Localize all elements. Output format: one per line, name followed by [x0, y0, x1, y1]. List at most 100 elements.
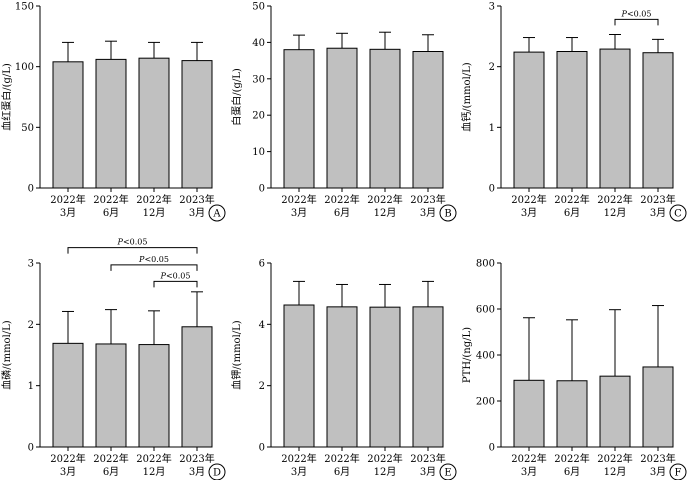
significance-label: P<0.05	[621, 9, 652, 18]
bar	[138, 344, 170, 448]
bar	[599, 375, 631, 448]
y-tick-label: 0	[259, 443, 265, 454]
y-tick-label: 1	[489, 123, 495, 134]
significance-bracket	[153, 280, 198, 288]
y-tick-label: 0	[489, 443, 495, 454]
bar	[52, 61, 84, 189]
y-tick-label: 2	[259, 381, 265, 392]
significance-label: P<0.05	[138, 255, 169, 264]
y-axis-title: 白蛋白/(g/L)	[230, 68, 243, 126]
y-axis-title: 血钙/(mmol/L)	[460, 62, 473, 131]
x-tick-label: 2022年 12月	[597, 452, 632, 478]
panel-letter: B	[444, 209, 451, 220]
bar	[513, 379, 545, 448]
x-tick-label: 2022年 6月	[93, 193, 128, 219]
bar	[412, 51, 444, 189]
x-tick-label: 2022年 12月	[367, 193, 402, 219]
panel-letter: D	[213, 468, 221, 479]
bar	[599, 48, 631, 189]
x-tick-label: 2022年 12月	[367, 452, 402, 478]
bar	[95, 58, 127, 189]
x-tick-label: 2022年 3月	[511, 193, 546, 219]
panel-letter: F	[675, 468, 682, 479]
y-tick-label: 30	[252, 74, 265, 85]
significance-bracket	[614, 18, 659, 26]
bar	[556, 380, 588, 448]
x-tick-label: 2022年 3月	[281, 452, 316, 478]
y-tick-label: 3	[489, 2, 495, 13]
chart-panel-f: 0 200 400 600 800 PTH/(ng/L) 2022年 3月 2022年 6月 202…	[462, 259, 687, 480]
bar	[513, 51, 545, 189]
significance-bracket	[110, 264, 198, 271]
panel-letter-circle	[208, 463, 226, 480]
y-tick-label: 2	[489, 62, 495, 73]
y-axis-title: PTH/(ng/L)	[462, 327, 473, 383]
y-tick-label: 0	[259, 184, 265, 195]
bar	[412, 306, 444, 448]
panel-letter: E	[444, 468, 451, 479]
y-tick-label: 600	[476, 305, 495, 316]
panel-letter: C	[674, 209, 682, 220]
y-tick-label: 0	[28, 184, 34, 195]
y-tick-label: 20	[252, 111, 265, 122]
panel-letter-circle	[208, 204, 226, 222]
chart-panel-c: 0 1 2 3 血钙/(mmol/L) 2022年 3月 2022年 6月 2022年 12月 202…	[460, 2, 687, 222]
bar	[283, 304, 315, 448]
x-tick-label: 2022年 12月	[136, 193, 171, 219]
x-tick-label: 2023年 3月	[410, 193, 445, 219]
y-tick-label: 0	[489, 184, 495, 195]
significance-bracket	[67, 247, 198, 254]
bar	[642, 366, 674, 448]
chart-panel-b: 0 10 20 30 40 50 白蛋白/(g/L) 2022年 3月 2022年 6月 2022年 1…	[230, 2, 457, 222]
x-tick-label: 2023年 3月	[410, 452, 445, 478]
bar	[642, 52, 674, 189]
y-axis-title: 血磷/(mmol/L)	[0, 320, 13, 389]
x-tick-label: 2023年 3月	[179, 193, 214, 219]
x-tick-label: 2022年 3月	[50, 193, 85, 219]
y-tick-label: 6	[259, 259, 265, 270]
bar	[556, 51, 588, 189]
x-tick-label: 2022年 6月	[324, 193, 359, 219]
y-tick-label: 40	[252, 38, 265, 49]
y-tick-label: 200	[476, 397, 495, 408]
y-tick-label: 800	[476, 259, 495, 270]
y-tick-label: 2	[28, 320, 34, 331]
significance-label: P<0.05	[117, 238, 148, 247]
x-tick-label: 2022年 12月	[597, 193, 632, 219]
significance-label: P<0.05	[160, 271, 191, 280]
y-axis-title: 血钾/(mmol/L)	[230, 320, 243, 389]
bar	[326, 306, 358, 448]
x-tick-label: 2022年 6月	[554, 452, 589, 478]
y-tick-label: 10	[252, 147, 265, 158]
y-tick-label: 4	[259, 320, 265, 331]
x-tick-label: 2023年 3月	[179, 452, 214, 478]
y-axis-title: 血红蛋白/(g/L)	[0, 63, 13, 131]
panel-letter-circle	[669, 463, 687, 480]
bar	[283, 49, 315, 189]
chart-panel-d: 0 1 2 3 血磷/(mmol/L) 2022年 3月 2022年 6月 2022年 12月 202…	[0, 238, 226, 480]
bar	[326, 47, 358, 189]
panel-letter-circle	[439, 204, 457, 222]
x-tick-label: 2022年 3月	[511, 452, 546, 478]
x-tick-label: 2022年 3月	[281, 193, 316, 219]
bar	[369, 48, 401, 189]
bar	[369, 306, 401, 448]
y-tick-label: 0	[28, 443, 34, 454]
bar	[95, 343, 127, 448]
chart-panel-e: 0 2 4 6 血钾/(mmol/L) 2022年 3月 2022年 6月 2022年 12月 202…	[230, 259, 457, 480]
y-tick-label: 100	[15, 62, 34, 73]
bar	[181, 60, 213, 189]
panel-letter-circle	[669, 204, 687, 222]
y-tick-label: 3	[28, 259, 34, 270]
x-tick-label: 2022年 6月	[93, 452, 128, 478]
x-tick-label: 2022年 6月	[324, 452, 359, 478]
x-tick-label: 2023年 3月	[640, 452, 675, 478]
chart-panel-a: 0 50 100 150 血红蛋白/(g/L) 2022年 3月 2022年 6月 2022年 12…	[0, 2, 226, 222]
x-tick-label: 2022年 3月	[50, 452, 85, 478]
bar	[138, 57, 170, 189]
y-tick-label: 1	[28, 381, 34, 392]
x-tick-label: 2023年 3月	[640, 193, 675, 219]
panel-letter-circle	[439, 463, 457, 480]
y-tick-label: 150	[15, 2, 34, 13]
y-tick-label: 50	[21, 123, 34, 134]
